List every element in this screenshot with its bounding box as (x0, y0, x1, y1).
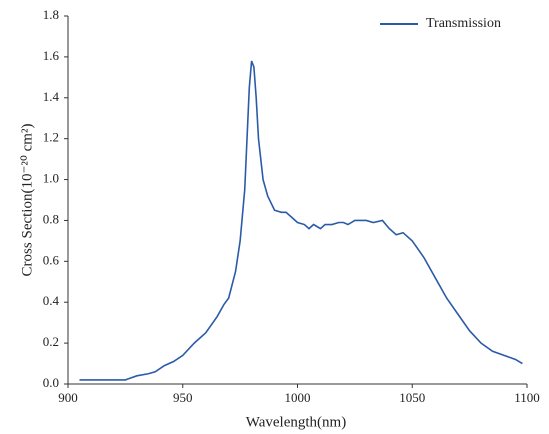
data-line (79, 60, 523, 381)
y-tick-label: 0.4 (43, 293, 60, 308)
y-tick-label: 1.4 (43, 89, 60, 104)
y-tick-label: 0.0 (43, 375, 59, 390)
y-tick-label: 1.6 (43, 48, 60, 63)
x-tick-label: 1000 (285, 390, 311, 405)
x-tick-label: 950 (173, 390, 193, 405)
y-tick-label: 1.8 (43, 7, 59, 22)
legend-label: Transmission (426, 16, 501, 31)
x-tick-label: 1100 (514, 390, 540, 405)
y-tick-label: 1.2 (43, 130, 59, 145)
x-tick-label: 900 (58, 390, 78, 405)
x-tick-label: 1050 (399, 390, 425, 405)
y-tick-label: 0.6 (43, 252, 60, 267)
y-tick-label: 1.0 (43, 171, 59, 186)
x-axis-label: Wavelength(nm) (246, 414, 346, 430)
y-tick-label: 0.2 (43, 334, 59, 349)
y-tick-label: 0.8 (43, 211, 59, 226)
y-axis-label: Cross Section(10⁻²⁰ cm²) (19, 124, 35, 277)
